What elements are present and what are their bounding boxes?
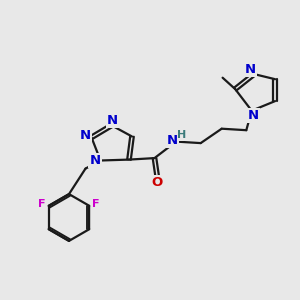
Text: N: N <box>106 113 118 127</box>
Text: N: N <box>167 134 178 147</box>
Text: H: H <box>178 130 187 140</box>
Text: N: N <box>248 109 259 122</box>
Text: N: N <box>89 154 101 167</box>
Text: F: F <box>92 199 100 209</box>
Text: N: N <box>245 63 256 76</box>
Text: F: F <box>38 199 46 209</box>
Text: N: N <box>79 129 91 142</box>
Text: O: O <box>152 176 163 190</box>
